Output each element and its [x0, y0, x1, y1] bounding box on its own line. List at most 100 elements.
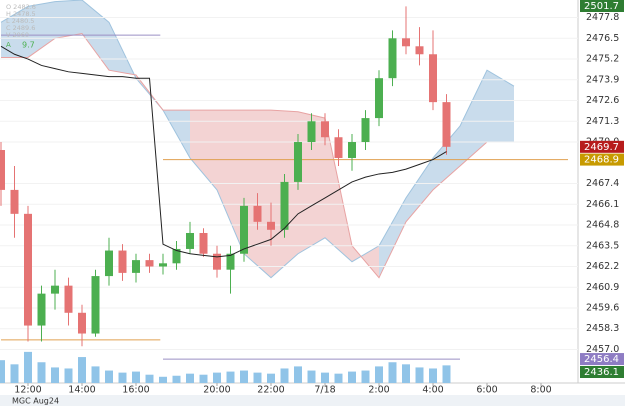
y-tick-label: 2476.5	[586, 33, 619, 44]
volume-bar	[429, 368, 437, 383]
cloud-segment	[406, 157, 433, 222]
candle-body	[145, 260, 154, 267]
legend-line: O 2482.6	[6, 3, 36, 11]
indicator-value: 9.7	[22, 41, 35, 50]
cloud-segment	[487, 70, 514, 143]
candle-body	[199, 232, 208, 254]
volume-bar	[294, 366, 302, 383]
legend-line: L 2480.5	[6, 17, 34, 25]
volume-bar	[388, 362, 397, 383]
moving-average	[0, 45, 447, 258]
volume-bar	[267, 373, 275, 383]
candle-body	[0, 150, 5, 190]
price-tag-label: 2468.9	[584, 155, 619, 166]
volume-bar	[415, 367, 424, 383]
candle-body	[51, 285, 59, 294]
price-tag-label: 2469.7	[584, 142, 619, 153]
volume-bar	[172, 375, 181, 383]
price-tag-box	[580, 366, 624, 378]
cloud-segment	[379, 197, 406, 278]
volume-bar	[10, 364, 19, 383]
y-tick-label: 2471.3	[586, 116, 619, 127]
volume-bar	[213, 372, 221, 383]
y-tick-label: 2464.8	[586, 220, 619, 231]
candle-body	[118, 250, 127, 273]
candle-body	[253, 205, 262, 222]
candle-body	[321, 121, 329, 138]
candle-body	[307, 121, 316, 143]
candle-body	[226, 253, 235, 270]
x-tick-label: 7/18	[314, 385, 335, 396]
candle-body	[91, 276, 100, 334]
candle-body	[213, 253, 221, 270]
price-tag-box	[580, 153, 624, 166]
volume-bar	[361, 370, 370, 383]
candle-body	[415, 46, 424, 55]
x-tick-label: 14:00	[68, 385, 95, 396]
x-tick-label: 16:00	[122, 385, 149, 396]
volume-bar	[402, 364, 410, 383]
price-tag-label: 2436.1	[584, 367, 619, 378]
cloud-segment	[190, 110, 217, 190]
candle-body	[186, 232, 194, 249]
y-tick-label: 2457.0	[586, 344, 619, 355]
candle-body	[159, 263, 167, 267]
x-tick-label: 12:00	[14, 385, 41, 396]
cloud-segment	[217, 110, 244, 254]
price-tag: 2456.4	[580, 353, 624, 366]
volume-bar	[253, 372, 262, 383]
volume-bar	[132, 371, 140, 383]
volume-bar	[348, 371, 356, 383]
x-tick-label: 22:00	[257, 385, 284, 396]
y-tick-label: 2472.6	[586, 95, 619, 106]
candle-body	[267, 221, 275, 230]
volume-bar	[105, 370, 113, 383]
volume-bar	[307, 370, 316, 383]
candle-body	[348, 142, 356, 158]
volume-bar	[240, 370, 248, 383]
volume-bar	[442, 365, 451, 383]
volume-bar	[91, 366, 100, 383]
cloud-segment	[55, 0, 82, 39]
candle-body	[402, 38, 410, 47]
y-tick-label: 2475.2	[586, 54, 619, 65]
volume-bar	[226, 371, 235, 383]
price-tag-label: 2456.4	[584, 354, 619, 365]
candle-body	[132, 260, 140, 273]
volume-bar	[24, 351, 32, 383]
legend-line: C 2489.6	[6, 24, 35, 32]
candle-body	[240, 205, 248, 254]
price-tag: 2468.9	[580, 153, 624, 166]
candle-body	[37, 293, 46, 326]
indicator-label: A	[6, 41, 11, 49]
volume-bar	[159, 376, 167, 383]
candle-body	[388, 38, 397, 79]
volume-bar	[375, 366, 383, 383]
candle-body	[24, 213, 32, 326]
price-tag: 2469.7	[580, 140, 624, 153]
volume-bar	[51, 367, 59, 383]
y-tick-label: 2466.1	[586, 199, 619, 210]
y-tick-label: 2477.8	[586, 12, 619, 23]
legend-line: V 2060	[6, 31, 29, 39]
price-tag-box	[580, 353, 624, 366]
volume-bar	[280, 368, 289, 383]
candle-body	[78, 312, 86, 334]
y-tick-label: 2473.9	[586, 74, 619, 85]
candle-body	[105, 250, 113, 277]
candle-body	[361, 118, 370, 143]
volume-bar	[186, 373, 194, 383]
y-tick-label: 2460.9	[586, 282, 619, 293]
cloud-span-b	[1, 32, 514, 279]
candle-body	[442, 102, 451, 147]
candle-body	[375, 78, 383, 119]
price-tag-box	[580, 0, 624, 12]
cloud-segment	[1, 6, 28, 58]
candle-body	[429, 54, 437, 103]
price-tag-box	[580, 140, 624, 153]
y-tick-label: 2467.4	[586, 178, 619, 189]
legend-line: H 2478.5	[6, 10, 36, 18]
candle-body	[334, 137, 343, 158]
x-tick-label: 20:00	[203, 385, 230, 396]
